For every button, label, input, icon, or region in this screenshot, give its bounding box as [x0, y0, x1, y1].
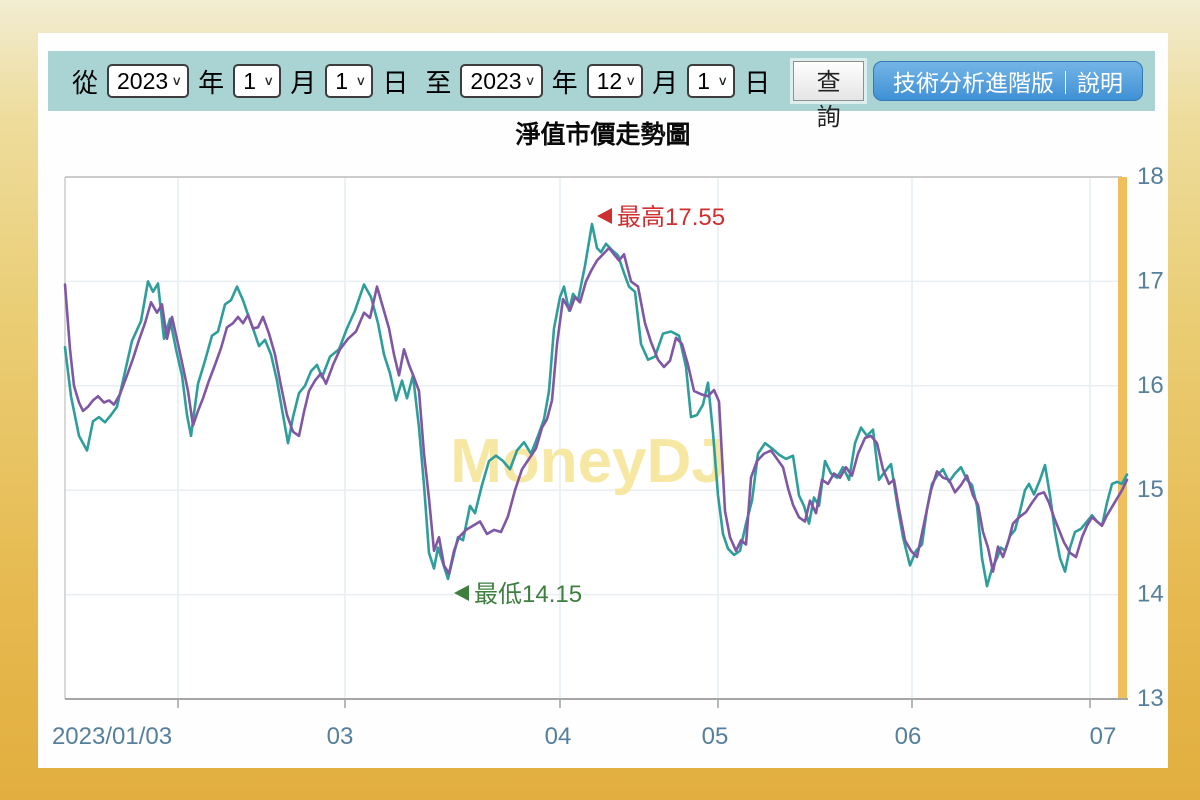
from-label: 從	[72, 67, 99, 98]
chevron-down-icon: ∨	[524, 74, 536, 89]
query-button[interactable]: 查詢	[793, 61, 864, 131]
to-year-value: 2023	[470, 67, 522, 94]
chevron-down-icon: ∨	[355, 74, 367, 89]
to-day-value: 1	[697, 67, 710, 94]
chevron-down-icon: ∨	[625, 74, 637, 89]
from-day-select[interactable]: 1 ∨	[325, 64, 374, 98]
month-label: 月	[652, 67, 679, 98]
to-label: 至	[425, 67, 452, 98]
from-year-select[interactable]: 2023 ∨	[107, 64, 190, 98]
from-month-select[interactable]: 1 ∨	[233, 64, 282, 98]
chevron-down-icon: ∨	[717, 74, 729, 89]
chevron-down-icon: ∨	[263, 74, 275, 89]
plot-area[interactable]	[65, 177, 1122, 699]
day-label: 日	[382, 67, 409, 98]
to-year-select[interactable]: 2023 ∨	[460, 64, 543, 98]
to-month-select[interactable]: 12 ∨	[586, 64, 644, 98]
month-label: 月	[290, 67, 317, 98]
year-label: 年	[551, 67, 578, 98]
date-range-toolbar: 從 2023 ∨ 年 1 ∨ 月 1 ∨ 日 至 2023 ∨ 年 12 ∨ 月…	[48, 51, 1155, 131]
from-month-value: 1	[243, 67, 256, 94]
chart-title: 淨值市價走勢圖	[515, 121, 691, 149]
from-year-value: 2023	[117, 67, 169, 94]
year-label: 年	[198, 67, 225, 98]
to-month-value: 12	[596, 67, 623, 94]
advanced-analysis-button[interactable]: 技術分析進階版｜說明	[873, 61, 1143, 101]
from-day-value: 1	[335, 67, 349, 94]
day-label: 日	[744, 67, 771, 98]
to-day-select[interactable]: 1 ∨	[687, 64, 736, 98]
chevron-down-icon: ∨	[171, 74, 183, 89]
